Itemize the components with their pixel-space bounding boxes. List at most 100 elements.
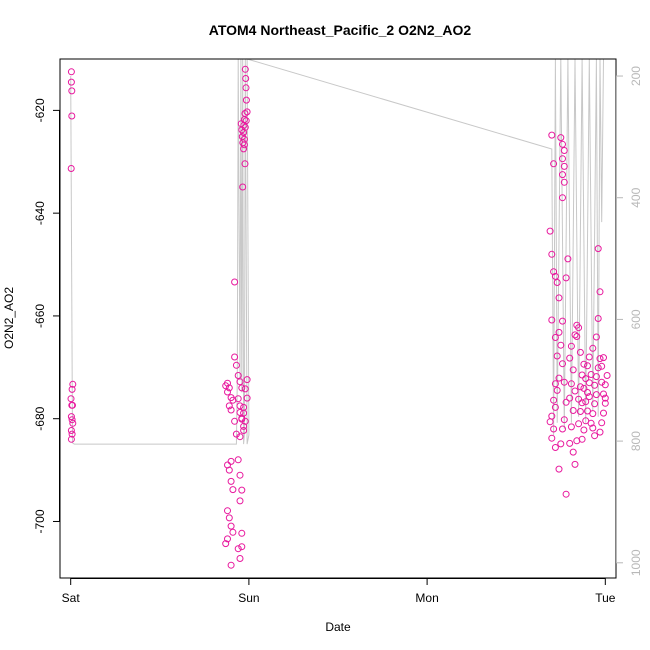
- data-point: [243, 376, 251, 384]
- data-point: [222, 540, 230, 548]
- data-point: [241, 65, 249, 73]
- data-point: [589, 424, 597, 432]
- data-point: [559, 155, 566, 163]
- data-point: [231, 278, 239, 286]
- y-tick-label: -680: [33, 406, 47, 430]
- data-point: [594, 245, 602, 253]
- data-point: [242, 75, 250, 82]
- data-point: [557, 440, 565, 448]
- data-point: [67, 427, 75, 434]
- data-point: [69, 419, 77, 427]
- data-point: [555, 465, 563, 473]
- data-point: [242, 117, 250, 125]
- data-point: [569, 407, 577, 414]
- data-point: [241, 123, 249, 131]
- data-point: [567, 423, 575, 431]
- data-point: [231, 353, 239, 361]
- data-point: [567, 342, 575, 350]
- data-point: [598, 419, 606, 427]
- depth-line: [70, 58, 604, 445]
- data-point: [241, 385, 249, 393]
- data-point: [598, 378, 606, 386]
- data-point: [551, 403, 559, 411]
- data-point: [578, 399, 586, 407]
- data-point: [550, 160, 558, 168]
- data-point: [575, 395, 583, 403]
- data-point: [69, 401, 76, 409]
- data-point: [227, 522, 235, 530]
- data-point: [229, 528, 237, 536]
- data-point: [551, 444, 559, 451]
- data-point: [555, 294, 563, 302]
- data-point: [571, 331, 579, 339]
- data-point: [562, 490, 570, 498]
- y-right-tick-label: 200: [629, 66, 643, 86]
- data-point: [546, 227, 554, 235]
- data-point: [67, 78, 75, 86]
- data-point: [69, 380, 77, 388]
- data-point: [553, 386, 561, 394]
- chart-title: ATOM4 Northeast_Pacific_2 O2N2_AO2: [209, 22, 472, 38]
- data-point: [580, 360, 588, 368]
- data-point: [227, 406, 235, 414]
- data-point: [225, 514, 233, 522]
- data-point: [238, 543, 246, 551]
- data-point: [589, 410, 597, 418]
- plot-frame: [59, 58, 617, 579]
- data-point: [553, 279, 561, 286]
- y-tick-label: -660: [33, 304, 47, 328]
- data-point: [238, 529, 246, 537]
- data-point: [580, 384, 588, 392]
- data-point: [566, 394, 574, 402]
- y-axis-left: -700 -680 -660 -640 -620: [33, 98, 60, 533]
- data-point: [240, 135, 248, 143]
- data-point: [555, 374, 563, 382]
- data-point: [584, 389, 591, 396]
- data-point: [559, 171, 566, 179]
- data-point: [548, 250, 556, 258]
- data-point: [575, 420, 583, 428]
- data-point: [225, 384, 233, 392]
- data-point: [600, 354, 607, 362]
- data-point: [569, 366, 577, 374]
- data-point: [559, 317, 566, 325]
- data-point: [594, 315, 602, 322]
- data-point: [238, 486, 246, 494]
- y-right-tick-label: 400: [629, 187, 643, 207]
- data-point: [229, 486, 237, 494]
- data-point: [67, 165, 75, 172]
- data-point: [562, 274, 570, 282]
- data-point: [592, 373, 600, 381]
- data-point: [576, 408, 584, 415]
- data-point: [546, 418, 554, 426]
- data-point: [578, 371, 586, 379]
- data-point: [600, 409, 607, 417]
- data-point: [550, 268, 558, 276]
- data-point: [578, 435, 586, 443]
- data-point: [553, 352, 561, 360]
- data-point: [236, 378, 244, 386]
- data-point: [236, 555, 244, 562]
- data-point: [239, 183, 247, 191]
- y-tick-label: -640: [33, 201, 47, 225]
- data-point: [236, 402, 244, 410]
- data-point: [560, 378, 568, 386]
- data-point: [560, 178, 568, 186]
- x-axis: Sat Sun Mon Tue: [62, 578, 616, 605]
- data-point: [67, 68, 75, 76]
- data-point: [571, 460, 579, 468]
- data-point: [68, 430, 76, 438]
- depth-line-layer: [70, 58, 604, 445]
- data-point: [240, 145, 248, 153]
- data-point: [569, 448, 577, 456]
- data-point: [601, 399, 609, 407]
- data-point: [560, 147, 568, 154]
- x-axis-label: Date: [325, 620, 351, 634]
- data-point: [224, 507, 231, 515]
- data-point: [551, 272, 559, 280]
- data-point: [566, 354, 574, 362]
- data-point: [234, 456, 242, 464]
- data-point: [603, 372, 611, 379]
- data-point: [598, 362, 606, 370]
- data-point: [550, 396, 558, 404]
